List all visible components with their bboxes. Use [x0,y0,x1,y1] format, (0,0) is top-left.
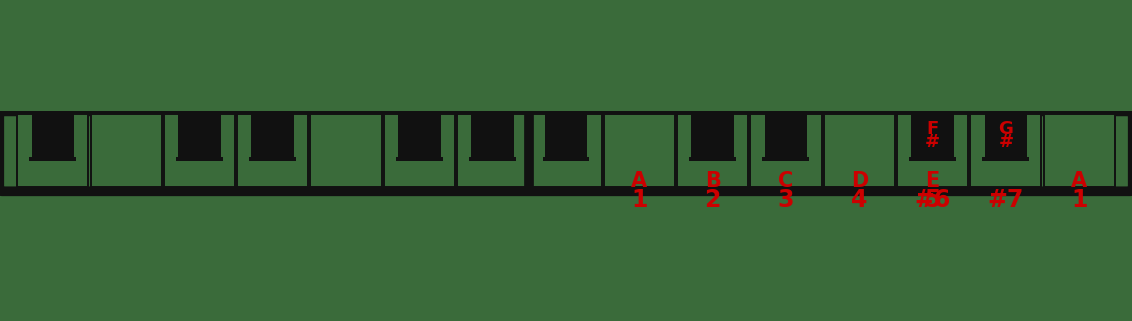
Bar [544,114,588,158]
Bar [824,114,894,187]
Text: 2: 2 [704,188,721,212]
Bar [251,114,294,158]
Bar [164,114,235,187]
Text: 1: 1 [632,188,648,212]
Text: 1: 1 [1071,188,1088,212]
Bar [310,114,381,187]
Text: C: C [779,171,794,191]
Text: F: F [926,120,938,138]
Bar [29,157,76,160]
Bar [470,157,516,160]
Text: #7: #7 [988,188,1024,212]
Bar [32,114,74,158]
Bar [542,157,590,160]
Bar [384,114,455,187]
Bar [398,114,440,158]
Bar [471,114,514,158]
Bar [692,114,734,158]
Text: D: D [850,171,868,191]
Bar [763,157,809,160]
Text: #: # [998,133,1013,151]
Bar [909,157,957,160]
Bar [238,114,308,187]
Text: 5: 5 [925,188,941,212]
Bar [970,114,1041,187]
Bar [396,157,443,160]
Bar [985,114,1027,158]
Text: #6: #6 [915,188,951,212]
Bar [531,114,601,187]
Bar [677,114,748,187]
Bar [178,114,221,158]
Bar [751,114,822,187]
Bar [1044,114,1115,187]
Bar [911,114,954,158]
Bar [603,114,675,187]
Bar [689,157,736,160]
Text: #: # [925,133,941,151]
Bar [983,157,1029,160]
Text: 4: 4 [851,188,867,212]
Bar [457,114,529,187]
Bar [175,157,223,160]
Text: B: B [705,171,721,191]
Text: 3: 3 [778,188,795,212]
Bar [91,114,162,187]
Bar [17,114,88,187]
Text: G: G [998,120,1013,138]
Bar [249,157,297,160]
Text: A: A [1071,171,1087,191]
Bar [765,114,807,158]
Bar [897,114,968,187]
Text: A: A [632,171,648,191]
FancyBboxPatch shape [0,111,1132,191]
Text: E: E [926,171,940,191]
